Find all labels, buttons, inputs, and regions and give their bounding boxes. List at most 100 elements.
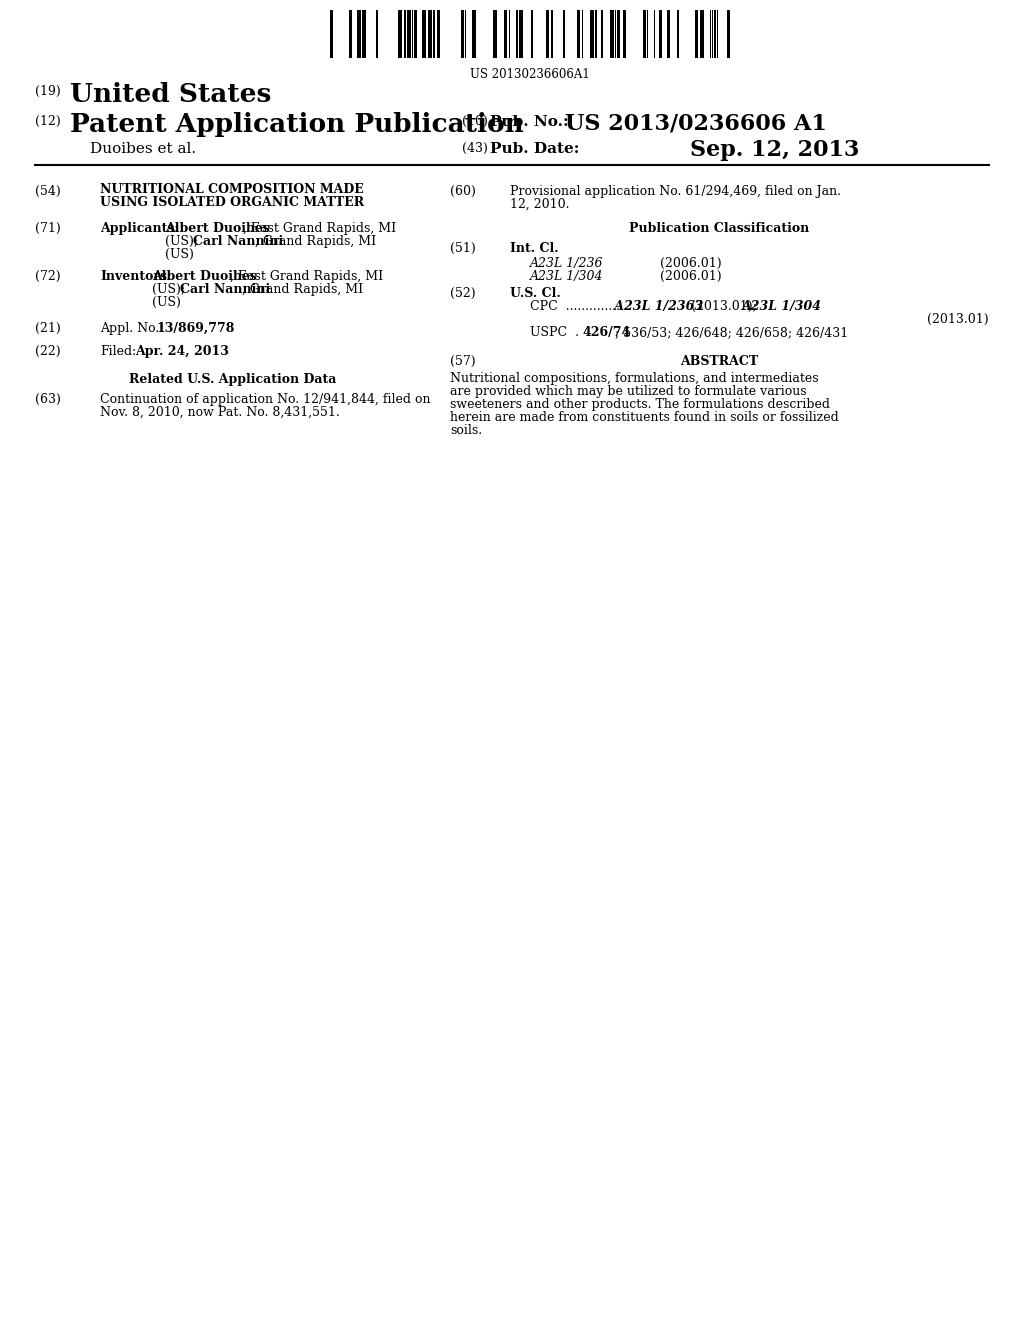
Bar: [357, 11, 361, 58]
Bar: [617, 11, 620, 58]
Text: (12): (12): [35, 115, 60, 128]
Text: Sep. 12, 2013: Sep. 12, 2013: [690, 139, 859, 161]
Bar: [414, 11, 417, 58]
Text: (US);: (US);: [152, 282, 189, 296]
Text: (60): (60): [450, 185, 476, 198]
Text: Appl. No.:: Appl. No.:: [100, 322, 164, 335]
Bar: [643, 11, 646, 58]
Bar: [349, 11, 352, 58]
Text: soils.: soils.: [450, 424, 482, 437]
Bar: [504, 11, 507, 58]
Text: are provided which may be utilized to formulate various: are provided which may be utilized to fo…: [450, 385, 807, 399]
Bar: [362, 11, 366, 58]
Bar: [330, 11, 333, 58]
Text: sweeteners and other products. The formulations described: sweeteners and other products. The formu…: [450, 399, 830, 411]
Bar: [577, 11, 580, 58]
Bar: [398, 11, 402, 58]
Text: US 2013/0236606 A1: US 2013/0236606 A1: [565, 112, 826, 135]
Text: (2006.01): (2006.01): [660, 271, 722, 282]
Text: (21): (21): [35, 322, 60, 335]
Text: CPC  ..............: CPC ..............: [530, 300, 620, 313]
Text: NUTRITIONAL COMPOSITION MADE: NUTRITIONAL COMPOSITION MADE: [100, 183, 364, 195]
Text: (19): (19): [35, 84, 60, 98]
Text: , Grand Rapids, MI: , Grand Rapids, MI: [255, 235, 376, 248]
Bar: [727, 11, 730, 58]
Bar: [595, 11, 597, 58]
Bar: [610, 11, 614, 58]
Bar: [531, 11, 534, 58]
Text: Int. Cl.: Int. Cl.: [510, 242, 559, 255]
Bar: [714, 11, 716, 58]
Text: (US): (US): [152, 296, 181, 309]
Text: , Grand Rapids, MI: , Grand Rapids, MI: [242, 282, 364, 296]
Bar: [376, 11, 378, 58]
Bar: [623, 11, 626, 58]
Text: Apr. 24, 2013: Apr. 24, 2013: [135, 345, 229, 358]
Text: (63): (63): [35, 393, 60, 407]
Text: Filed:: Filed:: [100, 345, 136, 358]
Bar: [551, 11, 553, 58]
Bar: [472, 11, 476, 58]
Bar: [407, 11, 411, 58]
Text: A23L 1/304: A23L 1/304: [742, 300, 822, 313]
Bar: [516, 11, 518, 58]
Text: (2006.01): (2006.01): [660, 257, 722, 271]
Text: herein are made from constituents found in soils or fossilized: herein are made from constituents found …: [450, 411, 839, 424]
Text: (72): (72): [35, 271, 60, 282]
Bar: [519, 11, 523, 58]
Text: USING ISOLATED ORGANIC MATTER: USING ISOLATED ORGANIC MATTER: [100, 195, 365, 209]
Text: (22): (22): [35, 345, 60, 358]
Text: A23L 1/2363: A23L 1/2363: [610, 300, 703, 313]
Text: (2013.01): (2013.01): [928, 313, 989, 326]
Text: Albert Duoibes: Albert Duoibes: [165, 222, 269, 235]
Text: Publication Classification: Publication Classification: [630, 222, 810, 235]
Text: United States: United States: [70, 82, 271, 107]
Text: (10): (10): [462, 115, 487, 128]
Text: (71): (71): [35, 222, 60, 235]
Text: US 20130236606A1: US 20130236606A1: [470, 69, 590, 81]
Text: Provisional application No. 61/294,469, filed on Jan.: Provisional application No. 61/294,469, …: [510, 185, 841, 198]
Bar: [700, 11, 705, 58]
Bar: [659, 11, 662, 58]
Bar: [667, 11, 670, 58]
Text: USPC  .: USPC .: [530, 326, 587, 339]
Bar: [428, 11, 432, 58]
Text: (US): (US): [165, 248, 194, 261]
Bar: [461, 11, 464, 58]
Text: 426/74: 426/74: [582, 326, 630, 339]
Text: A23L 1/236: A23L 1/236: [530, 257, 603, 271]
Bar: [422, 11, 426, 58]
Bar: [433, 11, 435, 58]
Text: , East Grand Rapids, MI: , East Grand Rapids, MI: [243, 222, 396, 235]
Text: Pub. Date:: Pub. Date:: [490, 143, 580, 156]
Text: Inventors:: Inventors:: [100, 271, 172, 282]
Text: Nutritional compositions, formulations, and intermediates: Nutritional compositions, formulations, …: [450, 372, 818, 385]
Text: A23L 1/304: A23L 1/304: [530, 271, 603, 282]
Bar: [563, 11, 565, 58]
Bar: [404, 11, 406, 58]
Bar: [695, 11, 698, 58]
Text: (52): (52): [450, 286, 475, 300]
Bar: [590, 11, 594, 58]
Text: (51): (51): [450, 242, 476, 255]
Bar: [601, 11, 603, 58]
Text: Patent Application Publication: Patent Application Publication: [70, 112, 523, 137]
Text: 12, 2010.: 12, 2010.: [510, 198, 569, 211]
Bar: [677, 11, 679, 58]
Text: Pub. No.:: Pub. No.:: [490, 115, 568, 129]
Text: 13/869,778: 13/869,778: [157, 322, 236, 335]
Text: Carl Nannini: Carl Nannini: [180, 282, 270, 296]
Text: Related U.S. Application Data: Related U.S. Application Data: [129, 374, 336, 385]
Text: Applicants:: Applicants:: [100, 222, 179, 235]
Text: ABSTRACT: ABSTRACT: [680, 355, 759, 368]
Text: U.S. Cl.: U.S. Cl.: [510, 286, 561, 300]
Text: Duoibes et al.: Duoibes et al.: [90, 143, 197, 156]
Bar: [437, 11, 440, 58]
Text: (2013.01);: (2013.01);: [687, 300, 761, 313]
Text: (US);: (US);: [165, 235, 202, 248]
Text: Continuation of application No. 12/941,844, filed on: Continuation of application No. 12/941,8…: [100, 393, 430, 407]
Text: Albert Duoibes: Albert Duoibes: [152, 271, 257, 282]
Text: Nov. 8, 2010, now Pat. No. 8,431,551.: Nov. 8, 2010, now Pat. No. 8,431,551.: [100, 407, 340, 418]
Text: ; 536/53; 426/648; 426/658; 426/431: ; 536/53; 426/648; 426/658; 426/431: [615, 326, 848, 339]
Text: Carl Nannini: Carl Nannini: [193, 235, 284, 248]
